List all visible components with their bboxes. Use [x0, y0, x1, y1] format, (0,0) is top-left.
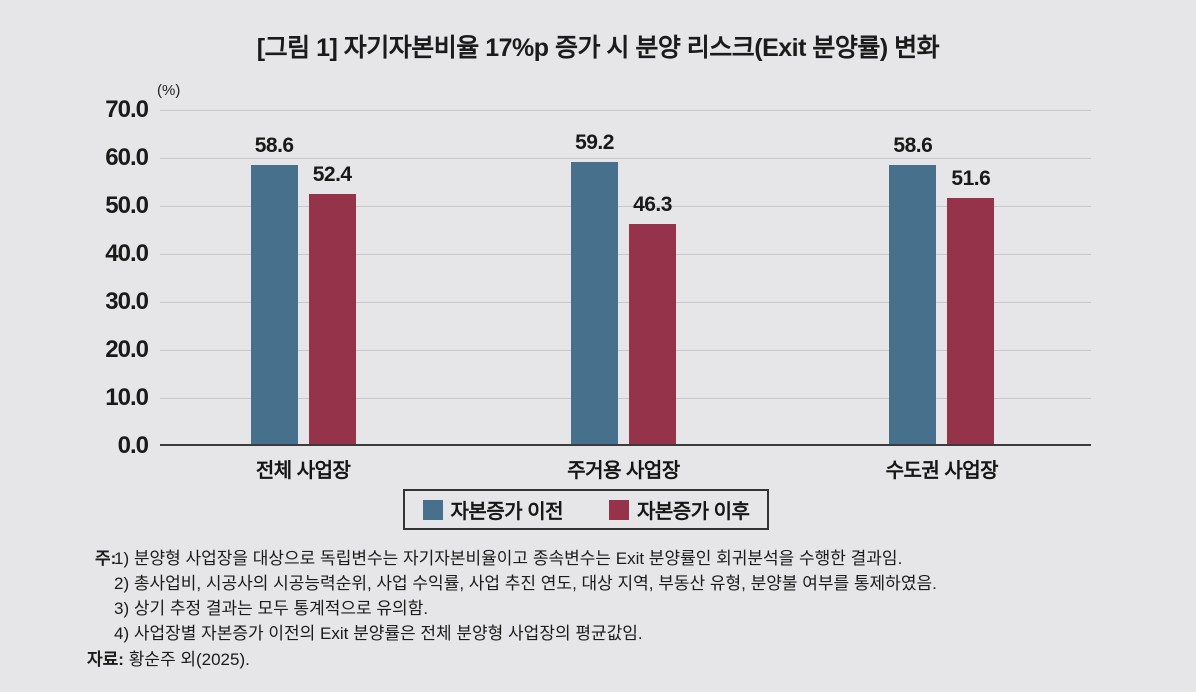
- note-line-3: 3) 상기 추정 결과는 모두 통계적으로 유의함.: [114, 599, 429, 618]
- legend-swatch-before: [422, 499, 443, 520]
- plot-area: 58.6 52.4 59.2 46.3 58.6 51.6: [160, 110, 1091, 446]
- legend-swatch-after: [609, 499, 629, 520]
- source-text: 황순주 외(2025).: [128, 650, 250, 669]
- figure-title: [그림 1] 자기자본비율 17%p 증가 시 분양 리스크(Exit 분양률)…: [256, 34, 940, 62]
- y-tick-label: 0.0: [117, 432, 149, 459]
- gridline: [160, 110, 1091, 111]
- y-tick-label: 10.0: [105, 384, 149, 411]
- note-lines: 1) 분양형 사업장을 대상으로 독립변수는 자기자본비율이고 종속변수는 Ex…: [114, 546, 937, 646]
- x-axis-labels: 전체 사업장 주거용 사업장 수도권 사업장: [160, 454, 1091, 482]
- bar-value-label: 46.3: [633, 192, 672, 216]
- gridline: [160, 206, 1091, 207]
- y-axis-unit-label: (%): [157, 82, 181, 99]
- note-line-2: 2) 총사업비, 시공사의 시공능력순위, 사업 수익률, 사업 추진 연도, …: [114, 574, 937, 593]
- bar-value-label: 52.4: [312, 163, 352, 187]
- bar-value-label: 58.6: [254, 133, 294, 157]
- note-line-1: 1) 분양형 사업장을 대상으로 독립변수는 자기자본비율이고 종속변수는 Ex…: [114, 549, 903, 568]
- gridline: [160, 158, 1091, 159]
- y-tick-label: 40.0: [105, 240, 149, 267]
- legend: 자본증가 이전 자본증가 이후: [403, 489, 769, 530]
- bar-series1-cat1: [250, 164, 298, 446]
- gridline: [160, 254, 1091, 255]
- legend-item-before: 자본증가 이전: [422, 495, 564, 524]
- notes-label: 주:: [95, 549, 117, 568]
- y-axis-labels: 0.0 10.0 20.0 30.0 40.0 50.0 60.0 70.0: [0, 96, 149, 459]
- gridline: [160, 398, 1091, 399]
- note-line-4: 4) 사업장별 자본증가 이전의 Exit 분양률은 전체 분양형 사업장의 평…: [114, 624, 643, 643]
- gridline: [160, 302, 1091, 303]
- gridline: [160, 350, 1091, 351]
- y-tick-label: 50.0: [105, 192, 149, 219]
- bar-series2-cat1: [308, 194, 356, 446]
- category-label: 수도권 사업장: [885, 460, 999, 482]
- x-axis-line: [160, 444, 1091, 446]
- notes-block: 주: 1) 분양형 사업장을 대상으로 독립변수는 자기자본비율이고 종속변수는…: [95, 546, 937, 646]
- y-tick-label: 30.0: [105, 288, 149, 315]
- bar-series2-cat3: [947, 198, 995, 446]
- bar-value-label: 59.2: [575, 130, 614, 154]
- bar-series2-cat2: [629, 223, 676, 446]
- y-tick-label: 20.0: [105, 336, 149, 363]
- bar-value-label: 51.6: [951, 167, 991, 191]
- legend-label-before: 자본증가 이전: [450, 501, 564, 523]
- source-label: 자료:: [87, 650, 124, 669]
- category-label: 주거용 사업장: [567, 460, 680, 482]
- bar-series1-cat3: [889, 164, 937, 446]
- source-line: 자료: 황순주 외(2025).: [87, 647, 250, 672]
- y-tick-label: 70.0: [105, 96, 149, 123]
- legend-label-after: 자본증가 이후: [637, 501, 750, 523]
- bar-series1-cat2: [571, 161, 618, 446]
- y-tick-label: 60.0: [105, 144, 149, 171]
- bar-value-label: 58.6: [893, 133, 933, 157]
- legend-item-after: 자본증가 이후: [609, 495, 750, 524]
- category-label: 전체 사업장: [255, 460, 351, 482]
